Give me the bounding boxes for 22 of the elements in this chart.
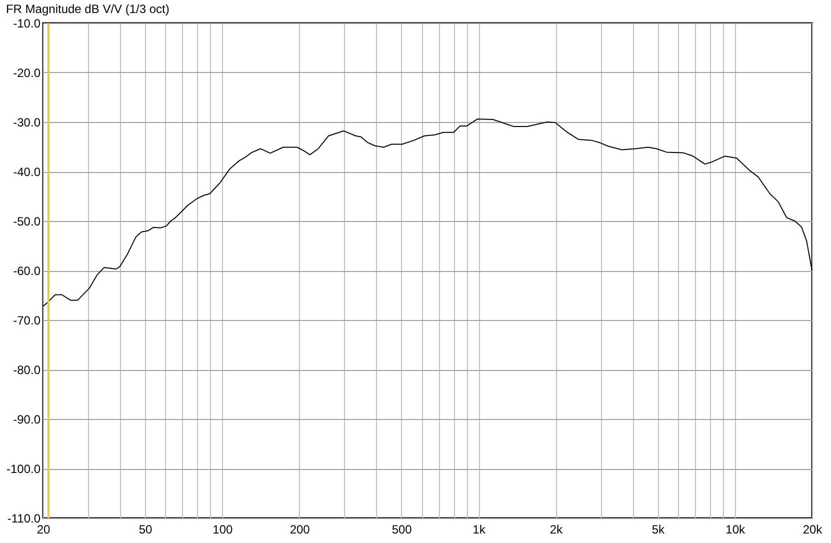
x-tick-label: 200 bbox=[290, 522, 310, 536]
y-tick-label: -30.0 bbox=[13, 116, 41, 130]
y-tick-label: -100.0 bbox=[6, 462, 41, 476]
y-tick-label: -90.0 bbox=[13, 412, 41, 426]
y-tick-label: -60.0 bbox=[13, 264, 41, 278]
y-tick-label: -50.0 bbox=[13, 214, 41, 228]
x-tick-label: 1k bbox=[472, 522, 486, 536]
chart-title: FR Magnitude dB V/V (1/3 oct) bbox=[6, 2, 170, 16]
x-tick-label: 2k bbox=[550, 522, 564, 536]
y-tick-label: -110.0 bbox=[7, 512, 41, 526]
y-tick-label: -20.0 bbox=[13, 66, 41, 80]
x-tick-label: 20 bbox=[36, 522, 50, 536]
x-tick-label: 500 bbox=[392, 522, 412, 536]
x-tick-label: 20k bbox=[802, 522, 824, 536]
y-tick-label: -70.0 bbox=[13, 314, 41, 328]
x-tick-label: 100 bbox=[212, 522, 233, 536]
y-tick-label: -10.0 bbox=[13, 16, 41, 30]
x-tick-label: 5k bbox=[652, 522, 666, 536]
y-tick-label: -80.0 bbox=[13, 363, 41, 377]
y-tick-label: -40.0 bbox=[13, 165, 41, 179]
x-tick-label: 10k bbox=[726, 522, 746, 536]
x-tick-label: 50 bbox=[138, 522, 152, 536]
